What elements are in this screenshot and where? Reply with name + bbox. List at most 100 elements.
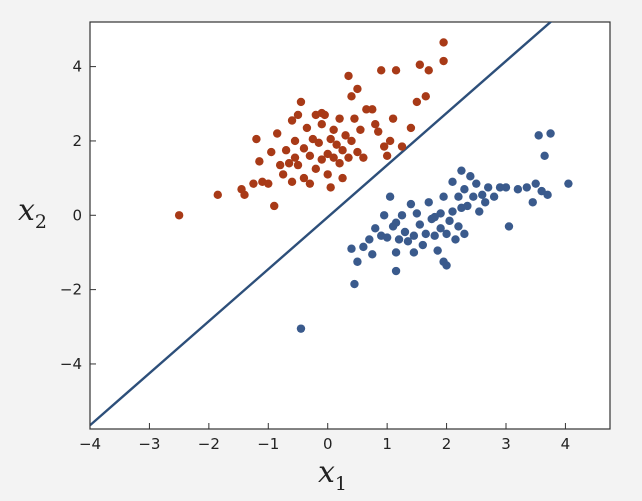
data-point-series-2-38 [454, 192, 463, 201]
data-point-series-2-33 [445, 216, 454, 226]
data-point-series-1-5 [252, 134, 261, 144]
data-point-series-2-10 [382, 233, 392, 242]
x-tick-label: 1 [382, 435, 392, 453]
x-tick-label: 0 [323, 435, 333, 453]
data-point-series-1-35 [323, 170, 332, 179]
x-tick-label: −1 [257, 435, 279, 453]
data-point-series-1-74 [338, 173, 347, 183]
data-point-series-1-0 [174, 211, 184, 220]
data-point-series-1-46 [347, 92, 356, 101]
data-point-series-2-53 [513, 185, 523, 194]
data-point-series-2-9 [379, 211, 389, 220]
data-point-series-1-41 [335, 159, 344, 168]
chart-marks [90, 22, 573, 427]
data-point-series-1-37 [326, 134, 335, 144]
data-point-series-2-15 [394, 235, 404, 244]
data-point-series-1-21 [296, 97, 306, 107]
data-point-series-1-69 [439, 56, 448, 66]
data-point-series-1-60 [388, 114, 398, 123]
data-point-series-2-16 [397, 211, 407, 220]
data-point-series-2-68 [430, 212, 439, 222]
data-point-series-1-30 [314, 138, 323, 147]
data-point-series-1-13 [278, 170, 288, 179]
data-point-series-2-48 [483, 183, 493, 192]
data-point-series-1-58 [379, 142, 389, 151]
data-point-series-1-10 [270, 201, 279, 211]
data-point-series-1-11 [273, 129, 282, 138]
data-point-series-2-5 [365, 235, 374, 244]
data-point-series-1-63 [406, 123, 416, 133]
data-point-series-1-72 [382, 151, 392, 161]
data-point-series-1-68 [439, 38, 448, 47]
data-point-series-1-42 [335, 114, 344, 123]
data-point-series-1-47 [347, 136, 356, 146]
data-point-series-2-44 [469, 192, 478, 201]
data-point-series-1-64 [412, 97, 422, 107]
y-tick-label: −2 [60, 281, 82, 299]
data-point-series-1-20 [293, 110, 303, 120]
data-point-series-1-15 [284, 159, 294, 168]
data-point-series-2-0 [296, 324, 306, 333]
data-point-series-1-54 [368, 105, 377, 114]
x-tick-label: −3 [138, 435, 160, 453]
data-point-series-2-52 [504, 222, 514, 231]
data-point-series-1-73 [290, 153, 300, 162]
data-point-series-2-27 [430, 231, 439, 240]
data-point-series-2-40 [460, 185, 469, 194]
x-tick-label: 3 [501, 435, 511, 453]
data-point-series-1-44 [341, 131, 350, 140]
data-point-series-1-6 [255, 157, 264, 166]
data-point-series-2-36 [451, 235, 460, 244]
data-point-series-2-34 [448, 177, 457, 187]
data-point-series-1-65 [415, 60, 425, 69]
data-point-series-2-22 [415, 220, 425, 229]
x-tick-label: −2 [198, 435, 220, 453]
data-point-series-2-41 [460, 229, 469, 239]
data-point-series-2-2 [350, 279, 359, 289]
data-point-series-2-20 [409, 231, 419, 240]
data-point-series-1-26 [305, 179, 315, 188]
data-point-series-1-1 [213, 190, 222, 200]
data-point-series-2-23 [418, 240, 427, 250]
y-tick-label: 4 [72, 58, 82, 76]
data-point-series-2-67 [481, 198, 490, 207]
y-axis-title: x2 [18, 193, 47, 233]
data-point-series-1-45 [344, 153, 353, 162]
data-point-series-1-39 [329, 125, 338, 134]
data-point-series-1-4 [249, 179, 258, 188]
data-point-series-1-57 [377, 66, 386, 75]
data-point-series-1-66 [421, 92, 430, 101]
data-point-series-2-28 [433, 246, 442, 255]
data-point-series-2-63 [457, 203, 466, 213]
data-point-series-2-45 [472, 179, 481, 188]
x-tick-label: −4 [79, 435, 101, 453]
data-point-series-1-50 [353, 84, 362, 94]
data-point-series-1-71 [344, 71, 353, 81]
axis-ticks: −4 −3 −2 −1 0 1 2 3 4 −4 −2 0 2 4 [60, 58, 570, 453]
data-point-series-1-17 [287, 177, 297, 187]
data-point-series-1-32 [317, 120, 326, 129]
data-point-series-2-7 [371, 224, 380, 233]
data-point-series-2-21 [412, 209, 422, 218]
data-point-series-1-23 [299, 173, 309, 183]
data-point-series-2-55 [531, 179, 540, 188]
data-point-series-2-46 [475, 207, 484, 216]
data-point-series-1-49 [353, 147, 362, 157]
data-point-series-2-64 [409, 248, 419, 257]
data-point-series-2-1 [347, 244, 356, 253]
data-point-series-1-40 [332, 140, 341, 149]
data-point-series-1-62 [397, 142, 407, 151]
data-point-series-2-37 [454, 222, 463, 231]
data-point-series-1-67 [424, 66, 433, 75]
data-point-series-1-16 [287, 116, 297, 125]
data-point-series-2-47 [478, 190, 487, 200]
data-point-series-2-30 [439, 192, 448, 201]
y-tick-label: −4 [60, 355, 82, 373]
data-point-series-2-58 [540, 151, 549, 161]
data-point-series-2-32 [442, 229, 451, 239]
data-point-series-2-3 [353, 257, 362, 266]
data-point-series-2-65 [391, 218, 401, 227]
data-point-series-1-14 [281, 146, 291, 155]
